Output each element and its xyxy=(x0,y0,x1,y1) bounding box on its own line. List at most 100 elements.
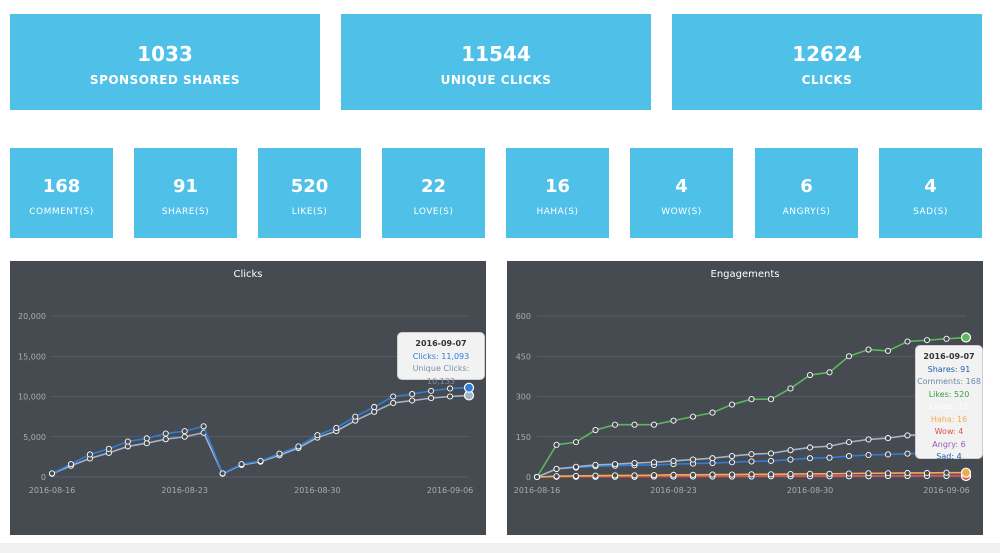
data-point xyxy=(67,461,75,468)
page-bottom-strip xyxy=(0,543,1000,553)
x-tick-label: 2016-08-23 xyxy=(161,486,208,495)
stat-label: ANGRY(S) xyxy=(782,207,831,217)
data-point xyxy=(592,461,599,468)
data-point xyxy=(48,470,56,477)
data-point xyxy=(865,436,872,443)
stat-value: 22 xyxy=(420,176,447,197)
stat-value: 1033 xyxy=(137,42,193,66)
data-point xyxy=(553,473,560,480)
data-point xyxy=(143,435,150,442)
y-tick-label: 150 xyxy=(516,433,531,442)
y-tick-label: 20,000 xyxy=(18,312,46,321)
data-point xyxy=(865,346,872,353)
x-tick-label: 2016-08-30 xyxy=(787,486,834,495)
data-point xyxy=(923,337,931,344)
y-tick-label: 15,000 xyxy=(18,352,46,361)
data-point xyxy=(767,471,775,478)
data-point xyxy=(709,409,716,416)
stat-label: LIKE(S) xyxy=(291,207,328,217)
data-point xyxy=(428,387,435,394)
stat-label: CLICKS xyxy=(801,73,853,87)
tooltip-line-unique-clicks: Unique Clicks: 10,133 xyxy=(412,364,470,386)
stat-tile-sad: 4 SAD(S) xyxy=(879,148,982,238)
tooltip-line-sad: Sad: 4 xyxy=(936,452,962,461)
engagements-chart-panel: Engagements 0 150 300 450 600 2016-08-16 2016-… xyxy=(507,261,983,535)
data-point xyxy=(787,470,794,478)
data-point xyxy=(670,471,677,478)
data-point xyxy=(611,472,619,479)
data-point xyxy=(806,371,814,379)
data-point xyxy=(884,347,892,354)
data-point xyxy=(689,456,697,463)
data-point xyxy=(181,433,188,440)
data-point xyxy=(728,453,736,460)
data-point xyxy=(409,397,416,404)
x-tick-label: 2016-08-16 xyxy=(29,486,76,495)
data-point xyxy=(257,457,264,464)
data-point xyxy=(748,471,755,478)
y-tick-label: 0 xyxy=(41,473,46,482)
chart-tooltip: 2016-09-07 Clicks: 11,093 Unique Clicks:… xyxy=(397,332,485,386)
data-point xyxy=(960,467,972,478)
stat-value: 520 xyxy=(290,176,329,197)
data-point xyxy=(553,441,560,448)
data-point xyxy=(390,399,397,406)
data-point xyxy=(845,353,853,360)
clicks-chart[interactable]: 0 5,000 10,000 15,000 20,000 2016-08-16 2016-0… xyxy=(10,261,486,535)
data-point xyxy=(826,470,833,477)
data-point xyxy=(865,451,872,459)
data-point xyxy=(709,455,716,462)
data-point xyxy=(960,332,972,343)
data-point xyxy=(276,450,283,457)
data-point xyxy=(748,451,755,458)
stat-value: 4 xyxy=(924,176,937,197)
engagements-chart[interactable]: 0 150 300 450 600 2016-08-16 2016-08-23 2016-08… xyxy=(507,261,983,535)
stat-label: LOVE(S) xyxy=(413,207,454,217)
data-point xyxy=(943,335,950,342)
data-point xyxy=(845,439,853,446)
data-point xyxy=(105,445,112,452)
stat-label: SPONSORED SHARES xyxy=(89,73,241,87)
data-point xyxy=(826,369,833,376)
data-point xyxy=(728,459,736,466)
data-point xyxy=(904,469,911,477)
tooltip-line-clicks: Clicks: 11,093 xyxy=(412,351,470,361)
data-point xyxy=(767,457,775,464)
stat-label: SHARE(S) xyxy=(161,207,210,217)
data-point xyxy=(670,457,677,464)
stat-value: 11544 xyxy=(461,42,531,66)
chart-title: Clicks xyxy=(233,269,263,280)
stat-tile-haha: 16 HAHA(S) xyxy=(506,148,609,238)
data-point xyxy=(611,421,619,428)
tooltip-line-wow: Wow: 4 xyxy=(934,427,964,436)
data-point xyxy=(904,432,911,439)
data-point xyxy=(709,471,716,478)
data-point xyxy=(200,423,207,430)
tooltip-line-likes: Likes: 520 xyxy=(928,389,970,399)
stat-tile-likes: 520 LIKE(S) xyxy=(258,148,361,238)
data-point xyxy=(86,451,93,458)
data-point xyxy=(728,471,736,478)
tooltip-line-shares: Shares: 91 xyxy=(927,364,971,374)
stat-tile-loves: 22 LOVE(S) xyxy=(382,148,485,238)
data-point xyxy=(923,469,931,477)
stat-tile-comments: 168 COMMENT(S) xyxy=(10,148,113,238)
data-point xyxy=(884,435,892,442)
data-point xyxy=(884,451,892,458)
data-point xyxy=(428,395,435,402)
data-point xyxy=(124,438,131,445)
x-tick-label: 2016-09-06 xyxy=(427,486,474,495)
y-tick-label: 300 xyxy=(516,393,531,402)
data-point xyxy=(728,401,736,408)
data-point xyxy=(689,471,697,478)
stat-value: 168 xyxy=(42,176,81,197)
data-point xyxy=(409,391,416,398)
stat-tile-wow: 4 WOW(S) xyxy=(630,148,733,238)
data-point xyxy=(689,413,697,420)
data-point xyxy=(806,455,814,462)
tooltip-date: 2016-09-07 xyxy=(415,339,467,348)
data-point xyxy=(572,472,580,479)
data-point xyxy=(631,472,638,479)
stat-tile-unique-clicks: 11544 UNIQUE CLICKS xyxy=(341,14,651,110)
data-point xyxy=(238,461,245,468)
